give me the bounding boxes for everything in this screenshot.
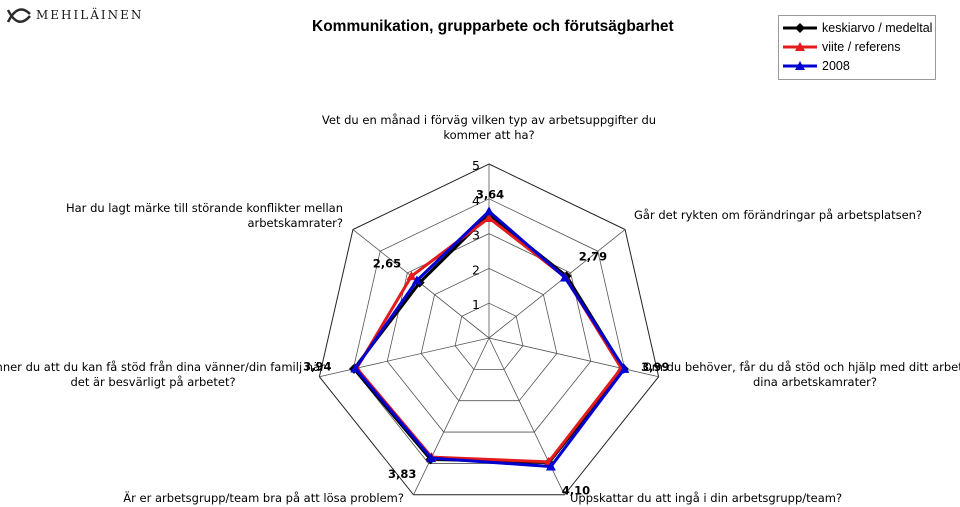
- chart-title: Kommunikation, grupparbete och förutsägb…: [312, 18, 674, 35]
- spoke: [413, 337, 490, 495]
- legend-label: 2008: [822, 59, 850, 73]
- diamond-marker-icon: [783, 23, 817, 33]
- data-label: 4,10: [562, 484, 590, 498]
- data-point: [545, 461, 556, 471]
- logo-text: MEHILÄINEN: [36, 8, 144, 22]
- category-label: Går det rykten om förändringar på arbets…: [634, 208, 922, 222]
- tick-label: 3: [472, 228, 480, 243]
- data-label: 3,99: [641, 360, 669, 374]
- legend-item-referens: viite / referens: [783, 38, 901, 56]
- data-point: [484, 206, 494, 216]
- triangle-marker-icon: [783, 61, 817, 70]
- triangle-marker-icon: [783, 42, 817, 51]
- series-line: [353, 209, 627, 469]
- data-label: 3,83: [388, 467, 416, 481]
- data-label: 2,65: [373, 257, 401, 271]
- data-point: [426, 453, 437, 463]
- legend-label: viite / referens: [822, 40, 901, 54]
- data-label: 3,64: [476, 187, 504, 201]
- category-label: Uppskattar du att ingå i din arbetsgrupp…: [570, 491, 842, 505]
- category-label: Känner du att du kan få stöd från dina v…: [0, 360, 325, 389]
- logo: MEHILÄINEN: [6, 4, 143, 26]
- data-label: 2,79: [579, 249, 607, 263]
- category-label: Vet du en månad i förväg vilken typ av a…: [322, 113, 656, 142]
- legend-item-2008: 2008: [783, 57, 850, 75]
- category-label: Om du behöver, får du då stöd och hjälp …: [643, 360, 960, 389]
- data-label: 3,94: [303, 360, 331, 374]
- tick-label: 5: [472, 158, 480, 173]
- tick-label: 1: [472, 297, 480, 312]
- logo-mark-icon: [6, 8, 31, 23]
- grid-ring: [420, 267, 558, 402]
- data-point: [411, 275, 422, 285]
- category-label: Har du lagt märke till störande konflikt…: [66, 201, 343, 230]
- data-point: [484, 212, 494, 222]
- tick-label: 4: [472, 193, 480, 208]
- data-point: [350, 363, 361, 373]
- tick-label: 2: [472, 262, 480, 277]
- spoke: [488, 337, 565, 495]
- grid-ring: [318, 163, 660, 496]
- category-label: Är er arbetsgrupp/team bra på att lösa p…: [123, 490, 404, 505]
- data-point: [619, 363, 630, 373]
- spoke: [488, 229, 626, 339]
- grid-ring: [454, 302, 524, 370]
- data-point: [559, 272, 570, 282]
- legend-item-medeltal: keskiarvo / medeltal: [783, 19, 932, 37]
- data-point: [406, 271, 417, 281]
- legend: keskiarvo / medeltal viite / referens 20…: [778, 15, 936, 80]
- spoke: [488, 337, 659, 378]
- legend-label: keskiarvo / medeltal: [822, 21, 933, 35]
- spoke: [319, 337, 490, 378]
